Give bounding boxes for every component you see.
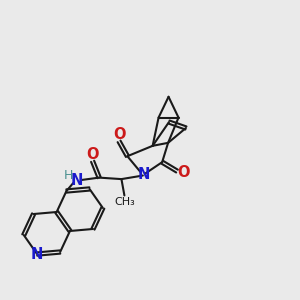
Text: O: O	[177, 165, 190, 180]
Text: O: O	[113, 127, 125, 142]
Text: N: N	[31, 247, 43, 262]
Text: H: H	[64, 169, 73, 182]
Text: N: N	[137, 167, 150, 182]
Text: CH₃: CH₃	[115, 197, 135, 207]
Text: O: O	[86, 147, 99, 162]
Text: N: N	[71, 173, 83, 188]
